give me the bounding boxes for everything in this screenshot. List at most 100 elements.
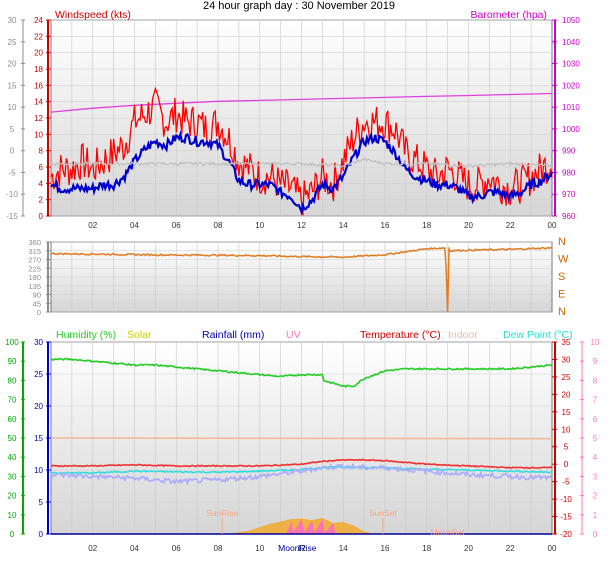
y-tick-label: 990: [562, 147, 576, 156]
y-tick-label: 3: [593, 472, 598, 481]
x-tick-label: 00: [548, 221, 557, 230]
y-tick-label: 90: [33, 291, 41, 300]
x-tick-label: 02: [88, 221, 97, 230]
legend-entry: Dew Point (°C): [503, 329, 573, 341]
y-tick-label: 5: [39, 498, 44, 507]
x-tick-label: 10: [255, 544, 264, 553]
y-tick-label: 1: [593, 511, 598, 520]
y-tick-label: 50: [8, 434, 17, 443]
y-tick-label: 980: [562, 168, 576, 177]
x-tick-label: 08: [214, 221, 223, 230]
y-tick-label: 25: [34, 370, 43, 379]
x-tick-label: 06: [172, 221, 181, 230]
y-tick-label: 100: [5, 338, 19, 347]
series-line: [50, 246, 553, 313]
y-tick-label: 1030: [562, 60, 580, 69]
series-line: [50, 437, 553, 440]
y-tick-label: 10: [562, 425, 571, 434]
y-tick-label: 25: [8, 38, 17, 47]
y-tick-label: 70: [8, 396, 17, 405]
x-tick-label: 02: [88, 544, 97, 553]
x-tick-label: 08: [214, 544, 223, 553]
event-label: SunRise: [206, 508, 238, 518]
x-tick-label: 18: [422, 221, 431, 230]
wind-barometer-panel: -15-10-505101520253002468101214161820222…: [6, 9, 580, 230]
series-line: [50, 357, 553, 388]
y-tick-label: 10: [8, 103, 17, 112]
series-area: [286, 519, 336, 536]
x-tick-label: 12: [297, 544, 306, 553]
y-tick-label: E: [558, 289, 565, 301]
y-tick-label: 970: [562, 190, 576, 199]
x-tick-label: 14: [339, 544, 348, 553]
y-tick-label: -10: [560, 495, 572, 504]
y-tick-label: -10: [6, 190, 18, 199]
x-tick-label: 22: [506, 544, 515, 553]
barometer-axis-label: Barometer (hpa): [471, 9, 547, 21]
y-tick-label: 180: [28, 273, 41, 282]
legend-entry: UV: [286, 329, 301, 341]
x-tick-label: 06: [172, 544, 181, 553]
y-tick-label: 35: [562, 338, 571, 347]
x-tick-label: 14: [339, 221, 348, 230]
event-label: MoonSet: [431, 527, 466, 537]
y-tick-label: 20: [8, 492, 17, 501]
y-tick-label: 7: [593, 396, 598, 405]
y-tick-label: 90: [8, 357, 17, 366]
y-tick-label: 5: [10, 125, 15, 134]
y-tick-label: 80: [8, 376, 17, 385]
y-tick-label: 45: [33, 299, 41, 308]
y-tick-label: 22: [34, 32, 43, 41]
y-tick-label: 270: [28, 256, 41, 265]
y-tick-label: 1050: [562, 16, 580, 25]
y-tick-label: 9: [593, 357, 598, 366]
y-tick-label: 20: [8, 60, 17, 69]
y-tick-label: W: [558, 254, 569, 266]
y-tick-label: 10: [591, 338, 600, 347]
series-line: [50, 465, 553, 475]
y-tick-label: 6: [593, 415, 598, 424]
y-tick-label: 14: [34, 98, 43, 107]
series-line: [50, 157, 553, 169]
y-tick-label: 0: [39, 212, 44, 221]
event-label: MoonRise: [278, 543, 317, 553]
y-tick-label: -15: [6, 212, 18, 221]
y-tick-label: 1040: [562, 38, 580, 47]
x-tick-label: 16: [381, 221, 390, 230]
x-tick-label: 16: [381, 544, 390, 553]
x-tick-label: 10: [255, 221, 264, 230]
y-tick-label: 20: [34, 402, 43, 411]
y-tick-label: -20: [560, 530, 572, 539]
y-tick-label: 5: [593, 434, 598, 443]
x-tick-label: 18: [422, 544, 431, 553]
x-tick-label: 04: [130, 221, 139, 230]
y-tick-label: 8: [593, 376, 598, 385]
y-tick-label: 10: [34, 130, 43, 139]
y-tick-label: 0: [564, 460, 569, 469]
y-tick-label: 0: [593, 530, 598, 539]
legend-entry: Indoor: [448, 329, 478, 341]
event-label: SunSet: [369, 508, 398, 518]
climate-panel: 0102030405060708090100051015202530-20-15…: [5, 329, 600, 553]
y-tick-label: 18: [34, 65, 43, 74]
x-tick-label: 12: [297, 221, 306, 230]
y-tick-label: -15: [560, 513, 572, 522]
y-tick-label: 24: [34, 16, 43, 25]
y-tick-label: 30: [8, 16, 17, 25]
y-tick-label: 5: [564, 443, 569, 452]
y-tick-label: 1010: [562, 103, 580, 112]
y-tick-label: 12: [34, 114, 43, 123]
y-tick-label: 2: [39, 196, 44, 205]
y-tick-label: S: [558, 271, 565, 283]
y-tick-label: 4: [39, 179, 44, 188]
windspeed-axis-label: Windspeed (kts): [55, 9, 131, 21]
graph-title: 24 hour graph day : 30 November 2019: [203, 0, 395, 12]
y-tick-label: 225: [28, 264, 41, 273]
x-tick-label: 04: [130, 544, 139, 553]
y-tick-label: 2: [593, 492, 598, 501]
y-tick-label: -5: [8, 168, 16, 177]
y-tick-label: 20: [562, 390, 571, 399]
y-tick-label: 20: [34, 49, 43, 58]
y-tick-label: 6: [39, 163, 44, 172]
